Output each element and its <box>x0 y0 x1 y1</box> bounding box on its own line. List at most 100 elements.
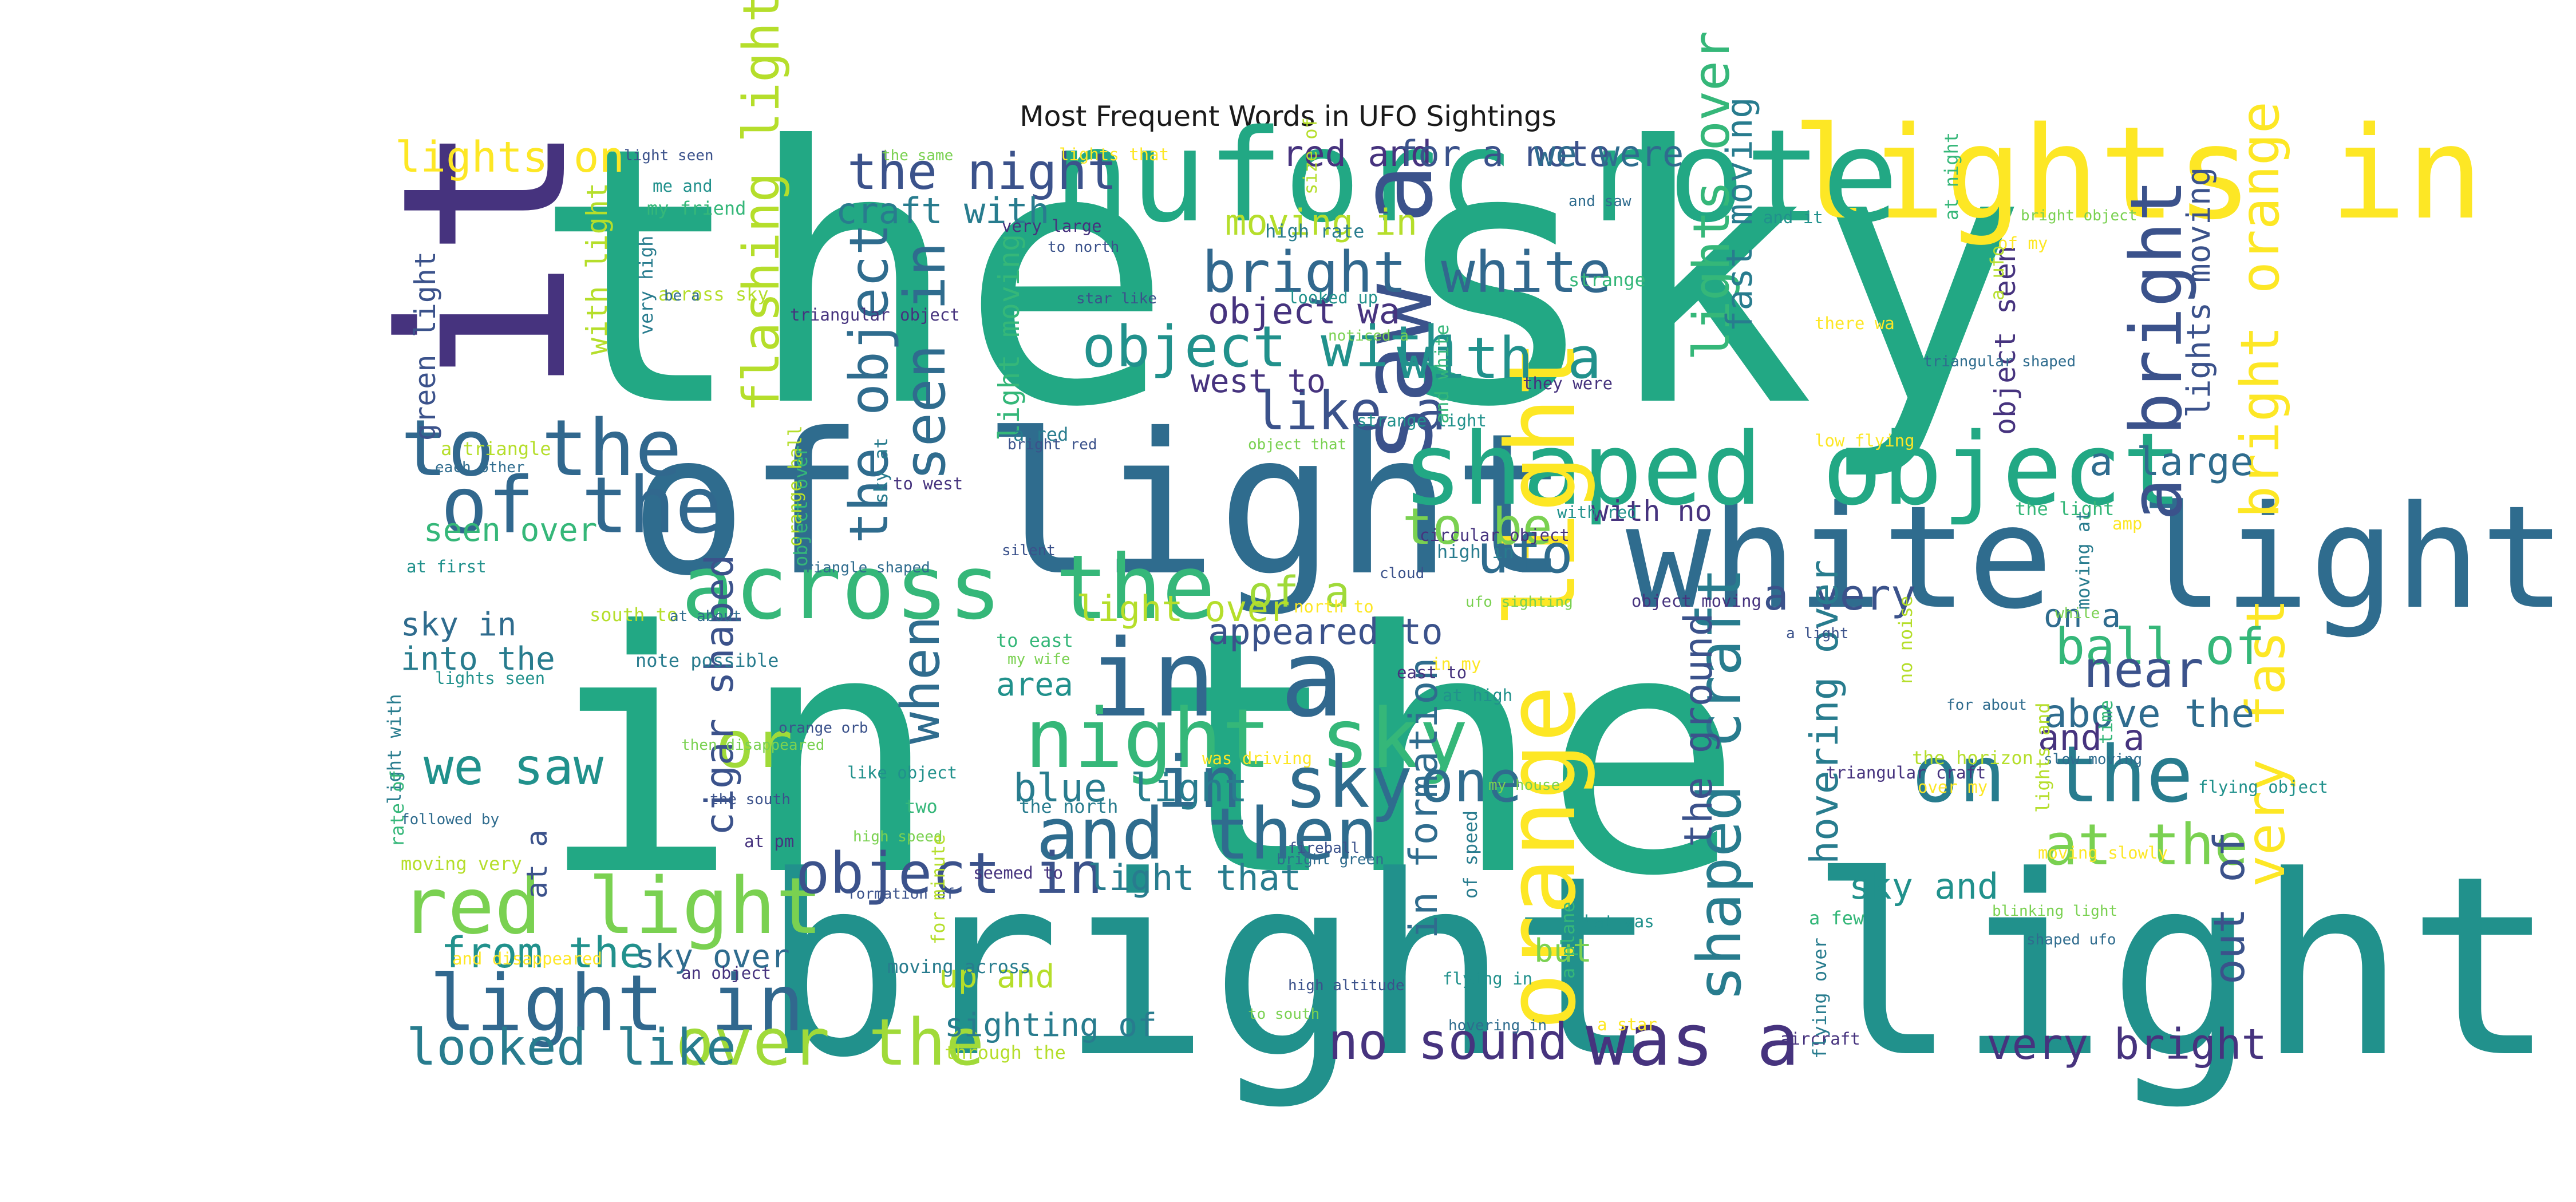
word-in-my: in my <box>1431 654 1481 674</box>
word-orange-light: orange light <box>1486 339 1597 1030</box>
word-time: time <box>2095 700 2117 744</box>
word-sky-at: sky at <box>870 437 892 504</box>
word-light-over: light over <box>1076 588 1290 630</box>
word-ufo-sighting: ufo sighting <box>1465 594 1573 611</box>
word-at-the: at the <box>2044 812 2249 878</box>
word-it-wa: it wa <box>353 0 618 395</box>
word-orange-ball: orange ball <box>784 425 806 547</box>
word-craft-with: craft with <box>836 190 1049 232</box>
word-lights-seen: lights seen <box>435 669 545 688</box>
word-triangular-object: triangular object <box>790 305 960 325</box>
word-amp: amp <box>2112 514 2142 533</box>
word-night-sky: night sky <box>1025 691 1468 786</box>
word-on-the: on the <box>1912 730 2193 820</box>
word-north-to: north to <box>1294 597 1374 616</box>
word-over-the: over the <box>675 1006 984 1080</box>
word-to-be: to be <box>1402 497 1552 556</box>
word-sky-over: sky over <box>635 938 790 975</box>
word-the-horizon: the horizon <box>1912 747 2033 769</box>
word-no-noise: no noise <box>1895 596 1917 684</box>
word-to-west: to west <box>893 474 963 493</box>
word-we-were: we were <box>1534 133 1684 175</box>
word-to-east: to east <box>996 630 1073 651</box>
word-light-that: light that <box>1088 857 1301 899</box>
word-bright-red: bright red <box>1008 436 1097 453</box>
word-a-ufo: a ufo <box>1986 246 2008 300</box>
word-high-in: high in <box>1437 541 1514 563</box>
word-with-light: with light <box>580 183 614 355</box>
word-light-in: light in <box>429 959 804 1049</box>
word-a-plane: a plane <box>1557 902 1579 979</box>
word-size-of: size of <box>1299 117 1321 195</box>
word-at-high: at high <box>1443 686 1512 705</box>
word-that-was: that was <box>1574 912 1654 931</box>
word-of-the: of the <box>441 461 722 551</box>
word-low-flying: low flying <box>1815 431 1915 450</box>
word-orange-orb: orange orb <box>779 719 868 737</box>
word-object-in: object in <box>796 841 1103 907</box>
word-fast-moving: fast moving <box>1718 97 1760 332</box>
word-ufo: ufo <box>1477 523 1573 585</box>
word-with-red: with red <box>1557 503 1637 522</box>
word-object-over: object over <box>790 445 812 567</box>
word-triangular-craft: triangular craft <box>1826 763 1986 782</box>
word-then-disappeared: then disappeared <box>681 737 824 754</box>
word-fireball: fireball <box>1288 840 1360 857</box>
word-slow-moving: slow moving <box>2044 751 2142 768</box>
word-followed-by: followed by <box>401 811 499 828</box>
word-a-bright: a bright <box>2116 179 2198 521</box>
word-lights-on: lights on <box>395 133 625 182</box>
word-up-and: up and <box>939 958 1054 995</box>
word-be-a: be a <box>664 287 700 305</box>
word-at-night: at night <box>1941 132 1962 220</box>
word-flying-object: flying object <box>2198 777 2328 797</box>
word-hovering-in: hovering in <box>1448 1017 1547 1034</box>
word-in-formation: in formation <box>1401 658 1447 939</box>
word-for-a-note: for a note <box>1397 133 1610 175</box>
word-cigar-shaped: cigar shaped <box>697 555 742 836</box>
word-very-bright: very bright <box>1986 1020 2267 1069</box>
word-object-wa: object wa <box>1208 290 1400 332</box>
word-like-object: like object <box>847 763 957 782</box>
word-out-of: out of <box>2205 832 2254 984</box>
word-one: one <box>1420 749 1522 815</box>
word-on-a: on a <box>2044 598 2121 635</box>
word-blinking-light: blinking light <box>1992 903 2117 920</box>
word-rate-of: rate of <box>386 770 408 847</box>
word-to-south: to south <box>1248 1006 1319 1023</box>
word-strange: strange <box>1568 269 1646 291</box>
word-into-the: into the <box>401 640 555 678</box>
word-lights-over: lights over <box>1682 31 1741 361</box>
word-high-speed: high speed <box>853 828 943 845</box>
word-with-no: with no <box>1591 495 1712 528</box>
word-very-large: very large <box>1002 216 1102 236</box>
word-while: while <box>2055 605 2100 622</box>
word-a-large: a large <box>2089 440 2254 485</box>
word-the-light: the light <box>2015 498 2114 520</box>
word-east-to: east to <box>1397 663 1467 682</box>
word-object-with: object with <box>1082 314 1457 380</box>
word-moving-in: moving in <box>1225 201 1417 243</box>
word-a-star: a star <box>1597 1015 1657 1034</box>
word-me-and: me and <box>653 176 713 196</box>
word-of-speed: of speed <box>1460 810 1481 899</box>
word-formation-of: formation of <box>847 885 955 903</box>
word-very-high: very high <box>635 236 657 335</box>
word-strange-light: strange light <box>1357 411 1487 430</box>
word-no-sound: no sound <box>1328 1013 1568 1071</box>
word-seen-over: seen over <box>424 512 597 549</box>
word-to-the: to the <box>401 404 682 494</box>
word-looked-like: looked like <box>406 1018 736 1077</box>
word-object-that: object that <box>1248 436 1346 453</box>
word-flashing-light: flashing light <box>732 0 791 412</box>
word-at-a: at a <box>520 830 554 899</box>
word-and-a: and a <box>2038 717 2145 758</box>
word-to-north: to north <box>1048 239 1119 256</box>
word-light-with: light with <box>384 694 405 804</box>
word-there-wa: there wa <box>1815 314 1895 333</box>
word-in-sky: in sky <box>1156 742 1413 824</box>
word-white-light: white light <box>1626 476 2566 640</box>
word-note-possible: note possible <box>635 650 779 671</box>
